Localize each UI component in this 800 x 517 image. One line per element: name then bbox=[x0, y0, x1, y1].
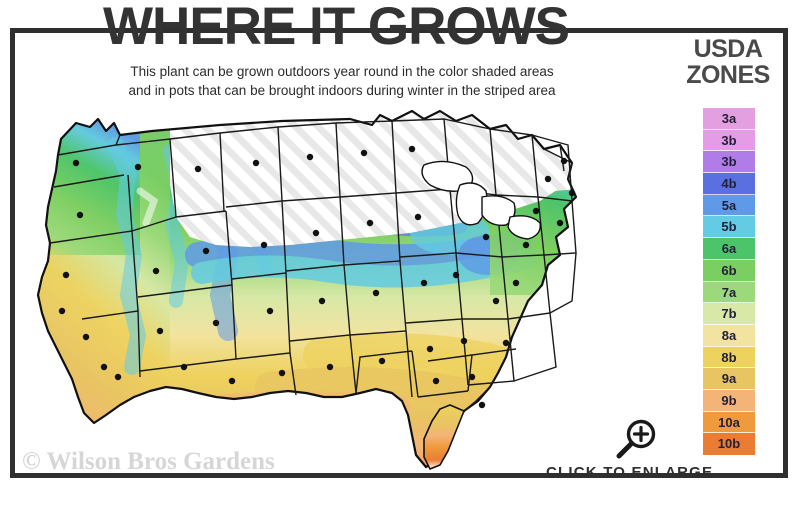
city-dot bbox=[228, 377, 236, 385]
city-dot bbox=[152, 267, 160, 275]
legend-swatch-3b: 3b bbox=[703, 129, 755, 152]
city-dot bbox=[194, 165, 202, 173]
click-to-enlarge-label[interactable]: CLICK TO ENLARGE bbox=[546, 464, 714, 481]
frame-gap-enlarge bbox=[555, 495, 755, 517]
city-dot bbox=[100, 363, 108, 371]
frame-gap-title bbox=[67, 53, 671, 71]
city-dot bbox=[62, 271, 70, 279]
city-dot bbox=[556, 219, 564, 227]
usda-zones-legend: USDA ZONES 3a 3b 3b 4b 5a 5b 6a 6b 7a 7b 8a 8b 9a 9b 1… bbox=[668, 30, 788, 470]
city-dot bbox=[560, 157, 568, 165]
city-dot bbox=[492, 297, 500, 305]
city-dot bbox=[432, 377, 440, 385]
legend-swatch-6b: 6b bbox=[703, 259, 755, 282]
city-dot bbox=[156, 327, 164, 335]
legend-swatch-10b: 10b bbox=[703, 433, 755, 455]
subtitle-line-2: and in pots that can be brought indoors … bbox=[128, 83, 556, 98]
city-dot bbox=[426, 345, 434, 353]
city-dot bbox=[460, 337, 468, 345]
city-dot bbox=[202, 247, 210, 255]
city-dot bbox=[468, 373, 476, 381]
city-dot bbox=[408, 145, 416, 153]
watermark: © Wilson Bros Gardens bbox=[22, 448, 275, 475]
subtitle: This plant can be grown outdoors year ro… bbox=[24, 62, 660, 100]
page-title: WHERE IT GROWS bbox=[103, 0, 570, 56]
city-dot bbox=[512, 279, 520, 287]
city-dot bbox=[502, 339, 510, 347]
legend-title: USDA ZONES bbox=[668, 36, 788, 88]
legend-swatch-7a: 7a bbox=[703, 281, 755, 304]
city-dot bbox=[76, 211, 84, 219]
map-svg[interactable] bbox=[20, 105, 660, 475]
city-dot bbox=[532, 207, 540, 215]
legend-swatch-list: 3a 3b 3b 4b 5a 5b 6a 6b 7a 7b 8a 8b 9a 9b 10a 10b bbox=[703, 108, 755, 455]
city-dot bbox=[114, 373, 122, 381]
city-dot bbox=[414, 213, 422, 221]
city-dot bbox=[278, 369, 286, 377]
city-dot bbox=[522, 241, 530, 249]
city-dot bbox=[478, 401, 486, 409]
city-dot bbox=[252, 159, 260, 167]
city-dot bbox=[312, 229, 320, 237]
city-dot bbox=[212, 319, 220, 327]
city-dot bbox=[134, 163, 142, 171]
city-dot bbox=[378, 357, 386, 365]
city-dot bbox=[72, 159, 80, 167]
city-dot bbox=[306, 153, 314, 161]
city-dot bbox=[452, 271, 460, 279]
legend-swatch-5a: 5a bbox=[703, 194, 755, 217]
legend-title-line-1: USDA bbox=[693, 35, 763, 63]
great-lakes bbox=[421, 160, 541, 240]
city-dot bbox=[58, 307, 66, 315]
city-dot bbox=[360, 149, 368, 157]
city-dot bbox=[568, 189, 576, 197]
city-dot bbox=[326, 363, 334, 371]
city-dot bbox=[482, 233, 490, 241]
legend-swatch-5b: 5b bbox=[703, 216, 755, 239]
city-dots bbox=[58, 145, 576, 453]
magnifier-plus-icon[interactable] bbox=[614, 418, 660, 462]
legend-swatch-9b: 9b bbox=[703, 389, 755, 412]
florida-peninsula bbox=[423, 404, 465, 470]
usda-hardiness-zone-map[interactable] bbox=[20, 105, 660, 475]
city-dot bbox=[420, 279, 428, 287]
legend-title-line-2: ZONES bbox=[686, 61, 770, 89]
subtitle-line-1: This plant can be grown outdoors year ro… bbox=[130, 64, 554, 79]
city-dot bbox=[180, 363, 188, 371]
legend-swatch-4b: 4b bbox=[703, 173, 755, 195]
city-dot bbox=[82, 333, 90, 341]
legend-swatch-9a: 9a bbox=[703, 368, 755, 390]
state-boundaries bbox=[49, 118, 577, 412]
city-dot bbox=[544, 175, 552, 183]
legend-swatch-10a: 10a bbox=[703, 411, 755, 434]
legend-swatch-6a: 6a bbox=[703, 238, 755, 260]
legend-swatch-3b: 3b bbox=[703, 151, 755, 174]
legend-swatch-7b: 7b bbox=[703, 303, 755, 325]
city-dot bbox=[372, 289, 380, 297]
legend-swatch-8b: 8b bbox=[703, 346, 755, 369]
legend-swatch-3a: 3a bbox=[703, 108, 755, 130]
city-dot bbox=[318, 297, 326, 305]
city-dot bbox=[366, 219, 374, 227]
legend-swatch-8a: 8a bbox=[703, 324, 755, 347]
city-dot bbox=[266, 307, 274, 315]
city-dot bbox=[260, 241, 268, 249]
